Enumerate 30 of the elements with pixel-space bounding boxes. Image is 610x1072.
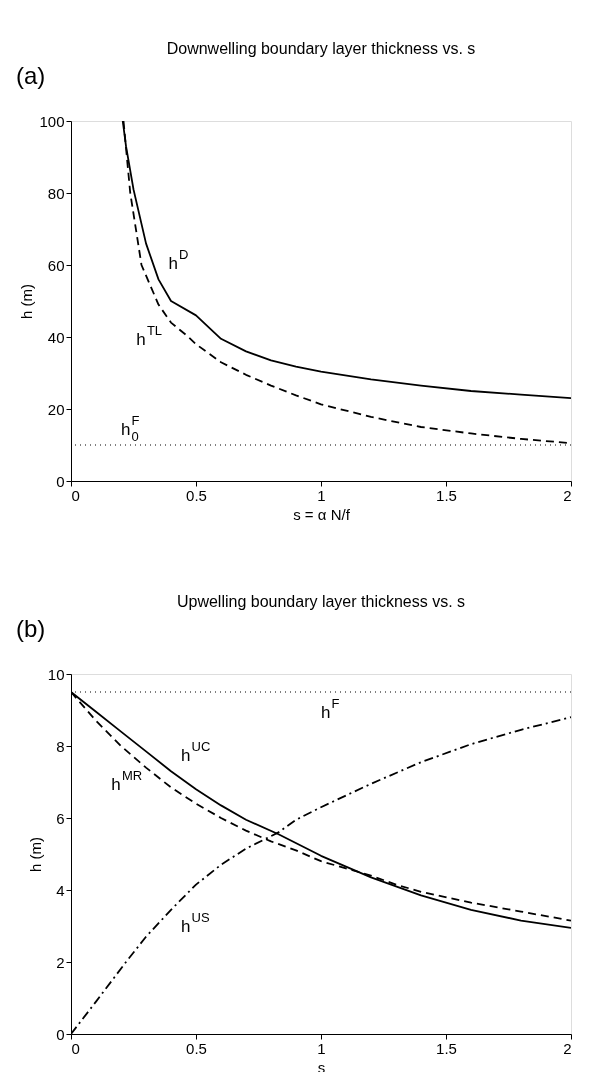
x-tick-label: 1.5 xyxy=(436,486,457,504)
y-tick-label: 0 xyxy=(56,1025,65,1043)
x-tick-label: 0 xyxy=(71,486,80,504)
text: (b) xyxy=(16,615,46,642)
x-tick-label: 0.5 xyxy=(186,486,207,504)
y-tick-label: 4 xyxy=(56,881,65,899)
y-tick-label: 100 xyxy=(39,112,65,130)
x-tick-label: 0.5 xyxy=(186,1039,207,1057)
text: (a) xyxy=(16,62,46,89)
y-tick-label: 0 xyxy=(56,472,65,490)
x-axis-title: s = α N/f xyxy=(293,505,351,523)
y-tick-label: 40 xyxy=(47,328,65,346)
x-tick-label: 1 xyxy=(317,1039,326,1057)
x-axis-title: s xyxy=(317,1058,326,1072)
y-tick-label: 6 xyxy=(56,809,65,827)
chart-title: Upwelling boundary layer thickness vs. s xyxy=(176,593,466,610)
x-tick-label: 0 xyxy=(71,1039,80,1057)
y-axis-title: h (m) xyxy=(18,284,36,319)
x-tick-label: 2 xyxy=(563,486,572,504)
y-tick-label: 2 xyxy=(56,953,65,971)
x-tick-label: 2 xyxy=(563,1039,572,1057)
x-tick-label: 1 xyxy=(317,486,326,504)
y-tick-label: 8 xyxy=(56,737,65,755)
y-tick-label: 20 xyxy=(47,400,65,418)
y-tick-label: 60 xyxy=(47,256,65,274)
x-tick-label: 1.5 xyxy=(436,1039,457,1057)
y-tick-label: 80 xyxy=(47,184,65,202)
y-axis-title: h (m) xyxy=(26,837,44,872)
chart-title: Downwelling boundary layer thickness vs. s xyxy=(166,40,476,57)
y-tick-label: 10 xyxy=(47,665,65,683)
